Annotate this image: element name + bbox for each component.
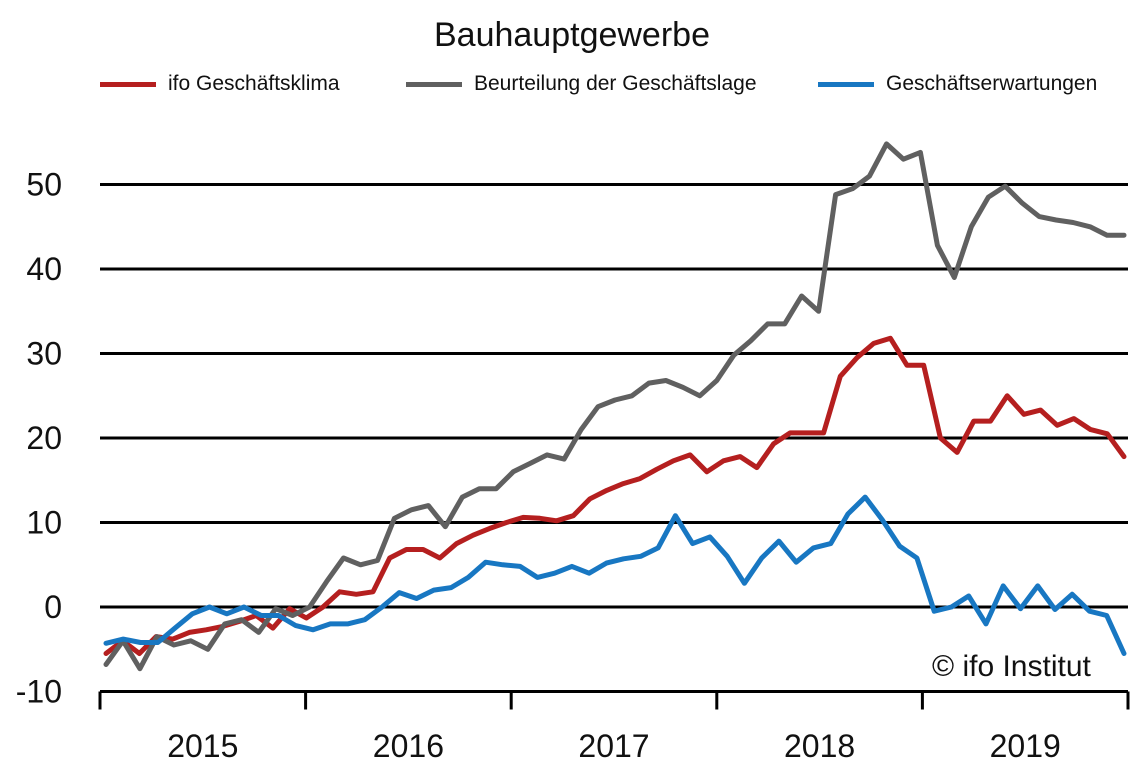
x-tick-label: 2017 (578, 728, 649, 764)
x-tick-label: 2015 (167, 728, 238, 764)
legend: ifo Geschäftsklima Beurteilung der Gesch… (0, 72, 1144, 102)
chart-title: Bauhauptgewerbe (433, 16, 710, 54)
y-tick-label: -10 (16, 674, 62, 710)
x-tick-label: 2019 (990, 728, 1061, 764)
legend-item-geschaeftslage: Beurteilung der Geschäftslage (406, 72, 757, 96)
y-tick-label: 0 (44, 589, 62, 625)
legend-swatch-geschaeftslage (406, 81, 462, 87)
copyright-text: © ifo Institut (932, 650, 1091, 683)
y-tick-label: 20 (26, 420, 62, 456)
legend-label-geschaeftserwartungen: Geschäftserwartungen (886, 72, 1098, 95)
legend-swatch-geschaeftsklima (100, 81, 156, 87)
legend-item-geschaeftsklima: ifo Geschäftsklima (100, 72, 340, 96)
series-line-1 (103, 141, 1127, 672)
legend-swatch-geschaeftserwartungen (818, 81, 874, 87)
y-tick-label: 30 (26, 336, 62, 372)
legend-item-geschaeftserwartungen: Geschäftserwartungen (818, 72, 1097, 96)
series-line-2 (103, 494, 1127, 656)
y-tick-label: 40 (26, 251, 62, 287)
x-tick-label: 2018 (784, 728, 855, 764)
y-tick-label: 50 (26, 167, 62, 203)
y-tick-label: 10 (26, 505, 62, 541)
series-line-0 (103, 335, 1127, 656)
x-tick-label: 2016 (373, 728, 444, 764)
legend-label-geschaeftslage: Beurteilung der Geschäftslage (474, 72, 757, 95)
legend-label-geschaeftsklima: ifo Geschäftsklima (168, 72, 340, 95)
